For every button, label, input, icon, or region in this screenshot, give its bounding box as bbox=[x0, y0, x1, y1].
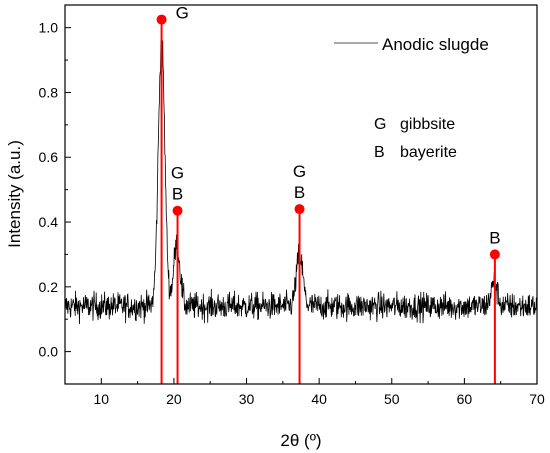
x-tick-label: 30 bbox=[239, 391, 255, 407]
phase-key-name-b: bayerite bbox=[400, 144, 457, 161]
axes-layer: 10 20 30 40 50 60 70 0.0 0.2 0.4 0.6 0.8 1.0 bbox=[39, 20, 545, 407]
peak-label-top: G bbox=[171, 164, 184, 183]
reference-peak-marker bbox=[294, 204, 305, 215]
reference-peaks-layer bbox=[156, 14, 500, 384]
x-tick-label: 40 bbox=[311, 391, 327, 407]
legend: Anodic slugde bbox=[334, 35, 489, 54]
legend-entry: Anodic slugde bbox=[382, 35, 489, 54]
peak-label-bottom: B bbox=[294, 183, 305, 202]
y-tick-label: 0.6 bbox=[39, 149, 59, 165]
reference-peak-marker bbox=[489, 249, 500, 260]
peak-label-top: G bbox=[176, 4, 189, 23]
y-axis-title: Intensity (a.u.) bbox=[5, 140, 24, 248]
y-tick-label: 0.8 bbox=[39, 84, 59, 100]
y-tick-label: 0.4 bbox=[39, 214, 59, 230]
x-tick-label: 10 bbox=[94, 391, 110, 407]
plot-frame bbox=[64, 4, 538, 385]
reference-peak-marker bbox=[172, 205, 183, 216]
reference-peak-marker bbox=[156, 14, 167, 25]
phase-key-name-g: gibbsite bbox=[400, 116, 455, 133]
peak-label-top: B bbox=[489, 228, 500, 247]
series-layer bbox=[64, 39, 538, 325]
phase-key-code-b: B bbox=[374, 144, 385, 161]
x-tick-label: 20 bbox=[166, 391, 182, 407]
y-tick-label: 1.0 bbox=[39, 20, 59, 36]
phase-key-code-g: G bbox=[374, 116, 386, 133]
y-tick-label: 0.0 bbox=[39, 344, 59, 360]
x-tick-label: 60 bbox=[457, 391, 473, 407]
peak-label-top: G bbox=[293, 162, 306, 181]
y-tick-label: 0.2 bbox=[39, 279, 59, 295]
peak-label-bottom: B bbox=[172, 185, 183, 204]
x-tick-label: 50 bbox=[384, 391, 400, 407]
series-line-anodic-sludge bbox=[64, 39, 538, 325]
phase-key: G gibbsite B bayerite bbox=[374, 116, 457, 161]
x-axis-title: 2θ (º) bbox=[280, 431, 321, 450]
x-tick-label: 70 bbox=[529, 391, 545, 407]
